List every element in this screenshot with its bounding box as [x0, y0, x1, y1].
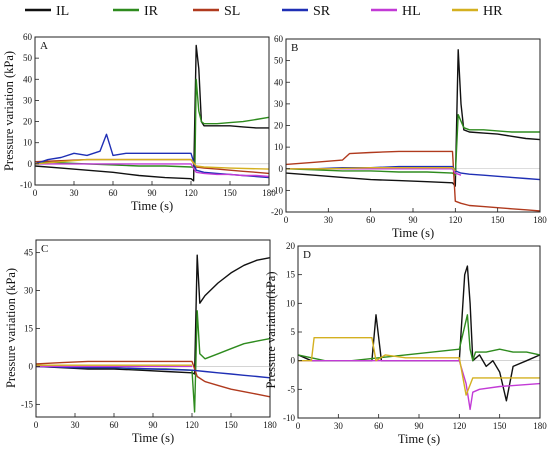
y-tick-label: 10: [23, 138, 33, 148]
x-tick-label: 120: [453, 421, 467, 431]
x-tick-label: 180: [533, 215, 547, 225]
panel-label: D: [303, 249, 311, 261]
series-hl: [35, 163, 270, 178]
x-tick-label: 60: [110, 420, 120, 430]
x-tick-label: 30: [71, 420, 81, 430]
series-ir: [297, 314, 541, 362]
x-tick-label: 180: [262, 188, 276, 198]
series-il: [34, 44, 269, 182]
x-tick-label: 30: [324, 215, 334, 225]
x-tick-label: 0: [296, 421, 301, 431]
panel-label: B: [291, 42, 298, 54]
panel-d: 0 30 60 90 120 150 180 -10 -5 0 5 10 15 20 D Time (s) Pr…: [264, 241, 547, 446]
y-tick-label: 30: [24, 286, 34, 296]
series-il: [297, 265, 541, 402]
x-tick-label: 180: [533, 421, 547, 431]
panel-c: 0 30 60 90 120 150 180 -15 0 15 30 45 C Time (s) Press…: [4, 239, 277, 445]
series-ir: [285, 113, 540, 176]
legend-label-sl: SL: [224, 4, 240, 19]
legend-label-il: IL: [56, 4, 69, 19]
y-axis-label: Pressure variation(kPa): [264, 272, 278, 389]
x-tick-label: 0: [34, 420, 39, 430]
y-tick-label: -10: [20, 180, 32, 190]
legend-label-hr: HR: [483, 4, 503, 19]
x-tick-label: 30: [70, 188, 80, 198]
y-tick-label: 15: [24, 324, 34, 334]
x-tick-label: 180: [263, 420, 277, 430]
y-tick-label: 0: [279, 164, 284, 174]
y-tick-label: 20: [23, 117, 33, 127]
series-sl: [285, 150, 541, 212]
y-tick-label: -10: [283, 413, 295, 423]
y-tick-label: 15: [286, 270, 296, 280]
series-hl: [298, 360, 541, 411]
series-il: [35, 254, 271, 375]
series-il: [285, 49, 541, 187]
x-axis-label: Time (s): [398, 432, 440, 446]
x-tick-label: 90: [409, 215, 419, 225]
y-tick-label: 0: [28, 159, 33, 169]
legend-label-ir: IR: [144, 4, 159, 19]
legend: IL IR SL SR HL HR: [25, 4, 503, 19]
y-tick-label: 20: [274, 121, 284, 131]
x-tick-label: 90: [148, 188, 158, 198]
x-tick-label: 60: [374, 421, 384, 431]
y-tick-label: 0: [29, 361, 34, 371]
series-sl: [35, 360, 271, 398]
x-tick-label: 120: [184, 188, 198, 198]
x-tick-label: 60: [109, 188, 119, 198]
x-tick-label: 90: [415, 421, 425, 431]
x-tick-label: 150: [224, 420, 238, 430]
panel-label: A: [40, 40, 48, 52]
series-hr: [34, 158, 270, 170]
x-axis-label: Time (s): [131, 199, 173, 213]
y-tick-label: 5: [291, 327, 296, 337]
x-tick-label: 120: [185, 420, 199, 430]
y-tick-label: 50: [274, 56, 284, 66]
y-tick-label: 60: [23, 32, 33, 42]
x-tick-label: 0: [33, 188, 38, 198]
y-tick-label: -10: [271, 185, 283, 195]
y-tick-label: 10: [274, 142, 284, 152]
y-tick-label: 50: [23, 53, 33, 63]
y-tick-label: 60: [274, 34, 284, 44]
x-tick-label: 60: [366, 215, 376, 225]
series-hr: [286, 166, 456, 172]
y-axis-label: Pressure variation (kPa): [2, 51, 16, 171]
y-tick-label: -20: [271, 207, 283, 217]
x-tick-label: 0: [284, 215, 289, 225]
x-tick-label: 150: [223, 188, 237, 198]
y-tick-label: 30: [23, 95, 33, 105]
legend-label-sr: SR: [313, 4, 331, 19]
y-tick-label: 20: [286, 241, 296, 251]
y-tick-label: 45: [24, 248, 34, 258]
x-tick-label: 120: [449, 215, 463, 225]
series-hr: [298, 337, 540, 396]
x-axis-label: Time (s): [392, 226, 434, 240]
y-axis-label: Pressure variation (kPa): [4, 268, 18, 388]
y-tick-label: 0: [291, 356, 296, 366]
y-tick-label: 40: [23, 74, 33, 84]
panel-label: C: [41, 243, 48, 255]
y-tick-label: 10: [286, 298, 296, 308]
plot-frame: [285, 38, 541, 213]
y-tick-label: 40: [274, 77, 284, 87]
y-tick-label: 30: [274, 99, 284, 109]
y-tick-label: -5: [288, 384, 296, 394]
x-tick-label: 30: [334, 421, 344, 431]
x-tick-label: 150: [493, 421, 507, 431]
series-sr: [35, 365, 271, 379]
y-tick-label: -15: [21, 399, 33, 409]
legend-label-hl: HL: [402, 4, 421, 19]
x-axis-label: Time (s): [132, 431, 174, 445]
x-tick-label: 150: [491, 215, 505, 225]
x-tick-label: 90: [149, 420, 159, 430]
panel-b: 0 30 60 90 120 150 180 -20 -10 0 10 20 30 40 50 60 B Time…: [271, 34, 547, 240]
